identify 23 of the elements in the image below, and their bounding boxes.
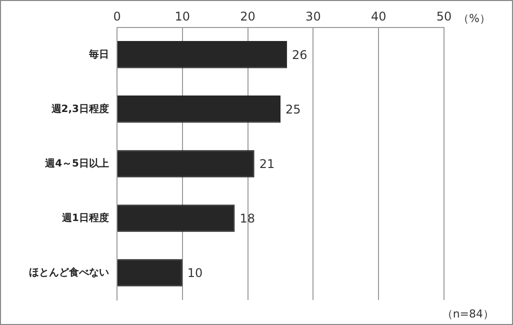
x-tick-label: 0 bbox=[113, 9, 121, 24]
y-tick-label: 週2,3日程度 bbox=[50, 102, 109, 115]
x-axis-title: （%） bbox=[458, 12, 490, 25]
text: （n=84） bbox=[442, 307, 494, 320]
x-tick-label: 10 bbox=[174, 9, 190, 24]
y-tick-label: 毎日 bbox=[88, 48, 109, 60]
data-label: 21 bbox=[259, 156, 275, 171]
bar bbox=[118, 96, 280, 123]
x-tick-label: 30 bbox=[306, 9, 321, 24]
data-label: 18 bbox=[240, 211, 255, 226]
bar bbox=[118, 41, 288, 68]
data-label: 26 bbox=[292, 48, 308, 62]
y-tick-label: ほとんど食べない bbox=[29, 266, 109, 278]
x-tick-label: 40 bbox=[370, 9, 386, 24]
x-tick-label: 20 bbox=[240, 9, 256, 24]
bar bbox=[118, 150, 254, 178]
y-tick-label: 週4～5日以上 bbox=[44, 157, 109, 170]
data-label: 10 bbox=[187, 266, 203, 280]
x-tick-label: 50 bbox=[436, 9, 452, 24]
bar bbox=[118, 204, 235, 232]
y-tick-label: 週1日程度 bbox=[61, 212, 109, 224]
bar bbox=[118, 259, 182, 286]
data-label: 25 bbox=[286, 102, 301, 116]
